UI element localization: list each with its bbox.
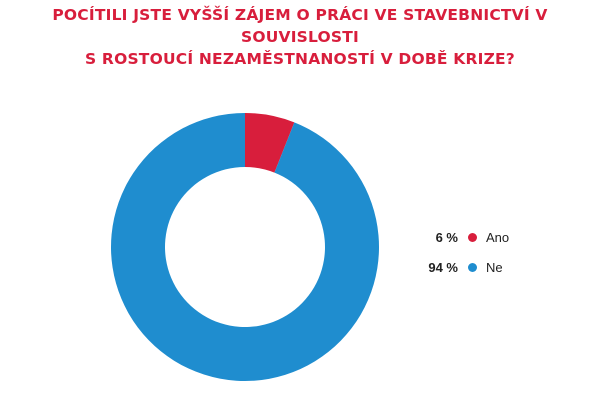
legend-label-ne: Ne — [486, 260, 503, 275]
legend-item-ne: 94 % Ne — [420, 258, 570, 288]
donut-slice-ne — [111, 113, 380, 381]
legend-swatch-ne — [468, 263, 477, 272]
chart-title-line-1: POCÍTILI JSTE VYŠŠÍ ZÁJEM O PRÁCI VE STA… — [52, 6, 548, 46]
chart-title-line-2: S ROSTOUCÍ NEZAMĚSTNANOSTÍ V DOBĚ KRIZE? — [84, 50, 516, 68]
legend-item-ano: 6 % Ano — [420, 228, 570, 258]
legend-swatch-ano — [468, 233, 477, 242]
legend-label-ano: Ano — [486, 230, 510, 245]
chart-title: POCÍTILI JSTE VYŠŠÍ ZÁJEM O PRÁCI VE STA… — [0, 4, 600, 70]
legend-value-ano: 6 % — [435, 230, 458, 245]
legend-value-ne: 94 % — [428, 260, 458, 275]
donut-slice-ano — [245, 113, 295, 173]
legend: 6 % Ano 94 % Ne — [420, 228, 570, 288]
